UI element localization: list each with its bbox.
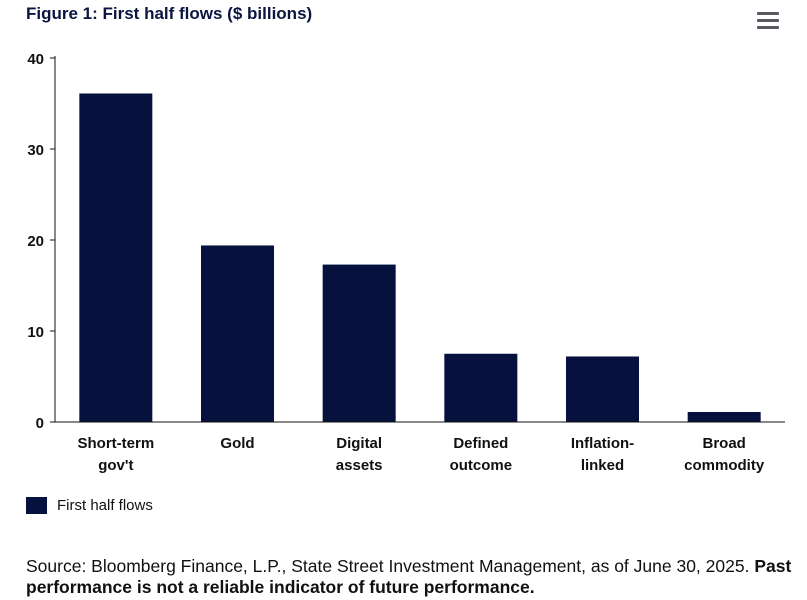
source-text: Source: Bloomberg Finance, L.P., State S…	[26, 556, 750, 576]
y-tick-label: 40	[27, 51, 44, 68]
x-category-label: Inflation-linked	[571, 435, 634, 474]
x-category-label: Gold	[220, 435, 254, 452]
bar	[201, 245, 274, 422]
disclaimer-text: Past performance is not a reliable indic…	[26, 556, 792, 597]
source-note: Source: Bloomberg Finance, L.P., State S…	[26, 556, 796, 598]
bar	[444, 353, 518, 422]
bar	[79, 93, 153, 423]
y-tick-label: 20	[27, 233, 44, 250]
legend: First half flows	[26, 497, 153, 514]
x-category-label: Digital assets	[336, 435, 383, 474]
chart-title: Figure 1: First half flows ($ billions)	[26, 4, 313, 23]
hamburger-menu-icon[interactable]	[755, 10, 781, 32]
x-category-label: Broad commodity	[684, 435, 765, 474]
y-tick-label: 10	[27, 324, 44, 341]
x-category-label: Defined outcome	[450, 435, 513, 474]
bar	[566, 356, 639, 422]
bar	[687, 411, 761, 422]
y-tick-label: 0	[36, 415, 44, 432]
legend-swatch	[26, 497, 47, 514]
bar-chart: 0 10 20 30 40 Short-term gov't Gold Digital asset…	[27, 51, 785, 474]
y-tick-label: 30	[27, 142, 44, 159]
bar	[322, 264, 396, 422]
x-category-label: Short-term gov't	[77, 435, 154, 474]
legend-label: First half flows	[57, 497, 153, 514]
